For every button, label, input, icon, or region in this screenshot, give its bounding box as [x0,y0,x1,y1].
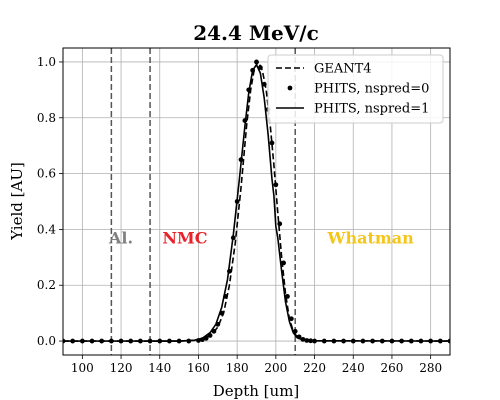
x-tick-label: 120 [110,361,133,375]
x-tick-label: 220 [303,361,326,375]
y-axis-label: Yield [AU] [8,162,26,241]
y-tick-label: 0.0 [37,334,56,348]
legend-box [267,54,444,124]
plot-frame [62,47,451,356]
data-point [285,293,290,299]
y-tick-label: 0.8 [37,111,56,125]
y-tick-label: 0.4 [37,222,56,236]
y-tick-label: 1.0 [37,55,56,69]
region-label: NMC [162,228,207,247]
y-axis-ticks: 0.0 0.2 0.4 0.6 0.8 1.0 [37,55,63,348]
y-tick-label: 0.2 [37,278,56,292]
data-point [288,316,294,322]
data-point [273,182,279,188]
series-line-solid [63,63,450,342]
data-point [254,59,259,65]
x-tick-label: 160 [187,361,210,375]
x-tick-label: 240 [342,361,365,375]
region-label: Whatman [327,228,415,247]
y-tick-label: 0.6 [37,167,56,181]
legend-label: PHITS, nspred=1 [314,102,429,117]
x-tick-label: 260 [380,361,403,375]
legend: GEANT4 PHITS, nspred=0 PHITS, nspred=1 [267,54,444,124]
data-point [281,260,286,266]
legend-label: GEANT4 [314,62,372,77]
x-tick-label: 280 [419,361,442,375]
data-point [277,221,283,227]
x-tick-label: 200 [264,361,287,375]
legend-marker [287,85,293,91]
x-tick-label: 180 [226,361,249,375]
series-points [63,59,450,344]
x-tick-label: 100 [71,361,94,375]
x-axis-label: Depth [um] [213,382,300,400]
region-label: Al. [108,228,133,247]
series-layer [63,59,450,344]
data-point [269,140,275,146]
x-tick-label: 140 [148,361,171,375]
region-labels: Al. NMC Whatman [108,228,414,247]
x-axis-ticks: 100 120 140 160 180 200 220 240 260 280 [71,355,442,375]
region-boundaries [110,48,296,355]
chart-title: 24.4 MeV/c [193,21,319,45]
legend-label: PHITS, nspred=0 [314,82,429,97]
